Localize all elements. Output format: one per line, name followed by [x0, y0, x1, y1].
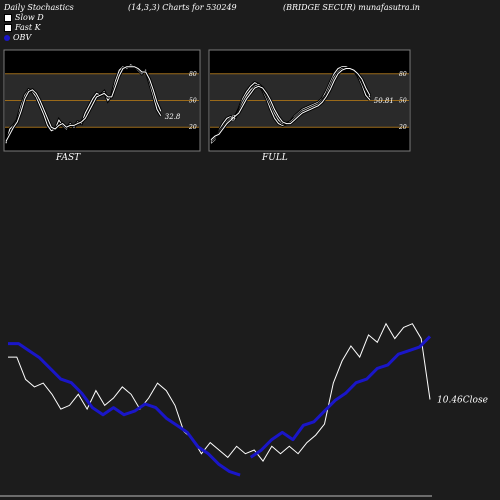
obv-line-left [8, 342, 241, 477]
price-obv-panel: 10.46Close [0, 322, 488, 497]
last-value-label: 32.8 [165, 113, 181, 121]
obv-line-right [249, 335, 432, 459]
obv-swatch [4, 35, 10, 41]
series-line-1 [5, 66, 162, 142]
close-value-label: 10.46Close [437, 395, 488, 405]
tick-label: 20 [188, 124, 197, 131]
stoch-panel-1: 80 50 20 50.81 6 [208, 49, 411, 152]
tick-label: 80 [399, 71, 407, 78]
header-right: (BRIDGE SECUR) munafasutra.in [283, 3, 420, 12]
fast-panel-label: FAST [56, 153, 81, 163]
tick-label: 50 [189, 98, 197, 105]
series-line-2 [210, 68, 371, 141]
header-middle: (14,3,3) Charts for 530249 [128, 3, 237, 12]
legend-obv-label: OBV [13, 33, 32, 42]
legend-fast-k-label: Fast K [15, 23, 41, 32]
tick-label: 20 [398, 124, 407, 131]
full-panel-label: FULL [262, 153, 288, 163]
slow-d-swatch [4, 14, 12, 22]
legend-slow-d: Slow D [4, 13, 44, 22]
legend-fast-k: Fast K [4, 23, 41, 32]
last-value-label: 50.81 [374, 97, 394, 105]
inline-value-label: 6 [231, 114, 236, 122]
tick-label: 80 [189, 71, 197, 78]
stoch-panel-0: 80 50 20 32.8 [3, 49, 201, 152]
tick-label: 50 [399, 98, 407, 105]
legend-obv: OBV [4, 33, 31, 42]
close-line [8, 322, 431, 462]
legend-slow-d-label: Slow D [15, 13, 44, 22]
fast-k-swatch [4, 24, 12, 32]
header-left: Daily Stochastics [4, 3, 74, 12]
